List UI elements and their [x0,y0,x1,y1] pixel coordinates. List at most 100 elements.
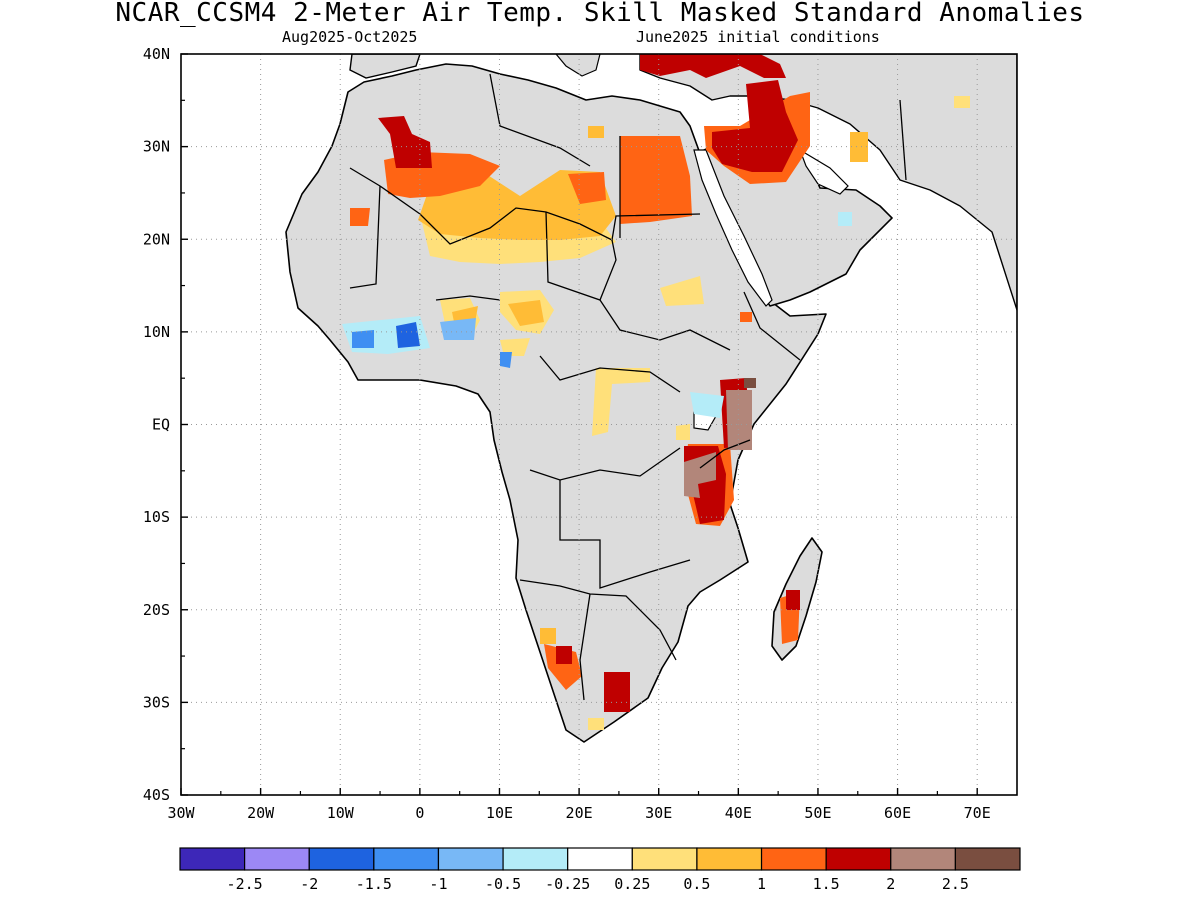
colorbar-swatch [954,847,1021,871]
lon-tick-label: 30E [645,804,672,822]
initial-conditions: June2025 initial conditions [636,28,880,46]
eurasia-landmass [639,54,1017,311]
map-title: NCAR_CCSM4 2-Meter Air Temp. Skill Maske… [115,0,1085,28]
border-segment [899,99,907,181]
border-segment [435,295,501,301]
forecast-period: Aug2025-Oct2025 [282,28,418,46]
lat-tick-label: 10N [143,323,170,341]
colorbar-label: 2 [886,875,895,893]
anomaly-red-south-africa [604,672,630,712]
lat-tick-label: 40S [143,786,170,804]
border-segment [579,593,591,701]
border-segment [349,167,701,245]
lon-tick-label: 30W [167,804,195,822]
anomaly-deep-orange-mauritania [350,208,370,226]
anomaly-deep-orange-namibia [544,644,582,690]
colorbar-swatch [179,847,246,871]
colorbar-label: 0.5 [683,875,710,893]
lon-tick-label: 70E [964,804,991,822]
lon-tick-label: 10E [486,804,513,822]
border-segment [559,480,691,589]
border-segment [539,355,681,393]
italy-landmass [555,54,601,77]
anomaly-brown-tanzania [684,452,716,498]
border-segment [699,439,751,469]
colorbar-label: 2.5 [942,875,969,893]
colorbar-swatch [567,847,633,871]
border-segment [519,579,677,661]
colorbar-swatch [244,847,310,871]
anomaly-darkbrown-kenya [744,378,756,388]
anomaly-deep-orange-egypt [620,136,692,224]
red-sea [693,149,773,307]
lat-tick-label: 30S [143,693,170,711]
anomaly-yellow-cameroon [500,338,530,356]
lon-tick-label: 60E [884,804,911,822]
anomaly-shading [342,54,970,730]
anomaly-brown-kenya [726,390,752,450]
colorbar-label: 1.5 [813,875,840,893]
anomaly-deep-orange-east-africa [740,312,752,322]
anomaly-yellow-lakes [676,424,690,440]
colorbar-swatch [308,847,375,871]
colorbar-label: -0.5 [485,875,521,893]
anomaly-yellow-congo [592,368,650,436]
lat-tick-label: 10S [143,508,170,526]
anomaly-orange-chad [508,300,544,326]
colorbar-label: -1.5 [356,875,392,893]
anomaly-orange-arabia [850,132,868,162]
colorbar-label: -2 [300,875,318,893]
anomaly-blue-westafrica-1 [352,330,374,348]
colorbar-swatch [890,847,956,871]
lat-tick-label: 30N [143,138,170,156]
anomaly-blue-westafrica-4 [500,352,512,368]
anomaly-yellow-iran [954,96,970,108]
border-segment [743,291,801,361]
colorbar-swatch [373,847,440,871]
axis-ticks: 30W 20W 10W 0 10E 20E 30E 40E 50E 60E 70E 40N 30N 20N… [143,45,991,822]
anomaly-blue-westafrica-3 [440,318,476,340]
colorbar-label: -0.25 [545,875,590,893]
lon-tick-label: 10W [327,804,355,822]
anomaly-red-middle-east [712,80,798,172]
anomaly-yellow-sudan [660,276,704,306]
border-segment [529,447,681,481]
colorbar-label: -2.5 [227,875,263,893]
border-segment [599,299,731,351]
colorbar-swatch [502,847,569,871]
anomaly-yellow-south [588,718,604,730]
lat-tick-label: EQ [152,416,170,434]
border-segment [349,185,381,289]
anomaly-red-algeria [378,116,432,168]
lat-tick-label: 20S [143,601,170,619]
country-borders [349,73,907,701]
border-segment [489,73,591,167]
anomaly-lightblue-uganda [838,212,852,226]
lat-tick-label: 20N [143,230,170,248]
colorbar-label: 1 [757,875,766,893]
colorbar-label: 0.25 [614,875,650,893]
anomaly-deep-orange-libya [568,172,606,204]
lon-tick-label: 50E [804,804,831,822]
anomaly-orange-southwest [540,628,556,644]
lon-tick-label: 40E [725,804,752,822]
colorbar-label: -1 [429,875,447,893]
colorbar-swatch [696,847,763,871]
africa-landmass [285,63,827,743]
anomaly-red-namibia [556,646,572,664]
lon-tick-label: 0 [415,804,424,822]
anomaly-orange-northwest [588,126,604,138]
lon-tick-label: 20W [247,804,275,822]
colorbar-swatch [760,847,827,871]
colorbar-swatch [437,847,504,871]
anomaly-red-mediterranean [640,54,786,78]
colorbar-swatch [631,847,698,871]
iberia-landmass [349,54,421,79]
anomaly-red-madagascar [786,590,800,610]
anomaly-blue-westafrica-2 [396,322,420,348]
colorbar-swatch [825,847,892,871]
lat-tick-label: 40N [143,45,170,63]
anomaly-lightblue-lakes [690,392,724,418]
gridlines [181,54,1017,795]
